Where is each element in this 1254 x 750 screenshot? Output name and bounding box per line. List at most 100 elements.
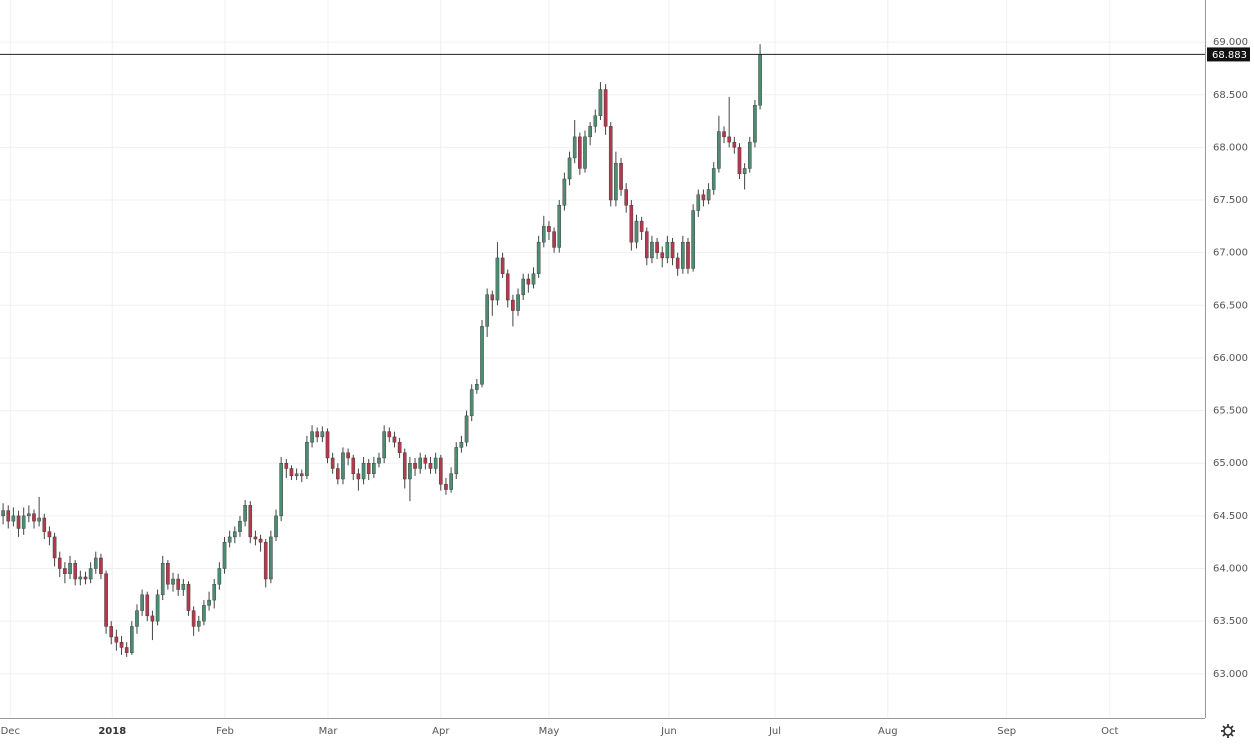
candle-body bbox=[119, 641, 124, 648]
candle-body bbox=[485, 294, 489, 327]
candle-body bbox=[423, 457, 428, 464]
candle-body bbox=[27, 513, 31, 517]
candle-body bbox=[47, 531, 52, 538]
candle-body bbox=[325, 431, 330, 459]
settings-button[interactable] bbox=[1221, 724, 1235, 738]
candle-body bbox=[475, 384, 479, 390]
candle-body bbox=[382, 431, 386, 459]
candle-body bbox=[227, 536, 232, 543]
candle-body bbox=[505, 273, 510, 301]
candles bbox=[1, 44, 762, 657]
candle-body bbox=[650, 241, 654, 259]
candle-body bbox=[32, 513, 36, 522]
candle-body bbox=[130, 626, 134, 653]
candle-body bbox=[490, 294, 495, 301]
candle-body bbox=[341, 452, 345, 480]
candle-body bbox=[11, 515, 16, 522]
candle-body bbox=[372, 463, 376, 474]
gear-ring bbox=[1223, 726, 1233, 736]
candle-body bbox=[83, 576, 88, 580]
y-tick-label: 66.000 bbox=[1213, 353, 1248, 364]
y-tick-label: 63.000 bbox=[1213, 669, 1248, 680]
candle-body bbox=[521, 278, 525, 295]
candle-body bbox=[6, 510, 11, 522]
candle-body bbox=[145, 594, 150, 617]
candle-body bbox=[361, 463, 366, 480]
candle-body bbox=[439, 457, 443, 485]
candle-body bbox=[459, 441, 464, 448]
x-tick-label: 2018 bbox=[98, 726, 126, 737]
candle-body bbox=[155, 594, 160, 622]
candle-body bbox=[614, 162, 618, 201]
candle-body bbox=[166, 563, 170, 585]
candle-body bbox=[567, 157, 572, 180]
x-tick-label: May bbox=[539, 726, 560, 737]
candle-body bbox=[315, 431, 320, 438]
candle-body bbox=[747, 141, 752, 169]
candle-body bbox=[644, 231, 649, 259]
candle-body bbox=[1, 510, 5, 517]
candle-body bbox=[608, 126, 613, 201]
candle-body bbox=[243, 505, 247, 522]
candle-body bbox=[274, 515, 278, 538]
candle-body bbox=[758, 54, 762, 106]
candle-body bbox=[696, 194, 701, 211]
candle-body bbox=[124, 647, 129, 653]
candle-body bbox=[258, 538, 263, 543]
candle-body bbox=[279, 463, 283, 517]
candle-body bbox=[160, 563, 165, 596]
candle-body bbox=[717, 131, 721, 169]
candle-body bbox=[176, 578, 180, 590]
candle-body bbox=[408, 463, 412, 480]
candle-body bbox=[114, 636, 119, 643]
candle-body bbox=[418, 457, 423, 469]
candle-body bbox=[711, 168, 716, 190]
candle-body bbox=[181, 584, 186, 590]
candle-body bbox=[706, 189, 711, 201]
candle-body bbox=[140, 594, 144, 611]
candle-body bbox=[675, 257, 680, 269]
x-tick-label: Aug bbox=[878, 726, 898, 737]
candle-body bbox=[217, 568, 222, 585]
candle-body bbox=[480, 326, 484, 385]
candle-body bbox=[109, 626, 114, 638]
candle-body bbox=[562, 178, 567, 206]
candle-body bbox=[392, 436, 397, 443]
last-price-label: 68.883 bbox=[1212, 50, 1247, 61]
candle-body bbox=[42, 517, 47, 532]
x-tick-label: Apr bbox=[432, 726, 450, 737]
candle-body bbox=[727, 136, 731, 143]
y-tick-label: 65.500 bbox=[1213, 406, 1248, 417]
candle-body bbox=[57, 557, 62, 569]
y-tick-label: 68.000 bbox=[1213, 142, 1248, 153]
candle-body bbox=[88, 568, 93, 580]
candle-body bbox=[413, 463, 417, 469]
candle-body bbox=[397, 441, 402, 453]
candle-body bbox=[516, 294, 520, 311]
candle-body bbox=[351, 457, 356, 474]
candle-body bbox=[150, 615, 155, 622]
x-tick-label: Mar bbox=[319, 726, 339, 737]
candle-body bbox=[294, 473, 299, 477]
candle-body bbox=[99, 557, 103, 574]
candle-body bbox=[52, 536, 57, 559]
candle-body bbox=[171, 578, 175, 585]
candle-body bbox=[655, 241, 659, 253]
candle-body bbox=[248, 505, 253, 538]
y-tick-label: 67.000 bbox=[1213, 248, 1248, 259]
candle-body bbox=[356, 473, 361, 480]
candle-body bbox=[387, 431, 392, 438]
candle-body bbox=[346, 452, 350, 459]
candle-body bbox=[433, 457, 438, 469]
candle-body bbox=[238, 520, 242, 532]
candle-body bbox=[670, 241, 675, 259]
candle-body bbox=[93, 557, 98, 569]
candle-body bbox=[511, 299, 515, 311]
candle-body bbox=[557, 205, 562, 248]
last-price-box bbox=[1207, 47, 1250, 62]
candle-body bbox=[578, 136, 582, 169]
candle-body bbox=[449, 473, 453, 490]
grid bbox=[0, 0, 1205, 718]
